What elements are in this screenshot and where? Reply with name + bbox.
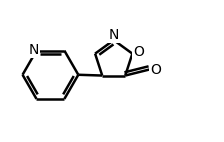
Text: O: O xyxy=(133,45,144,59)
Text: N: N xyxy=(109,28,119,42)
Text: N: N xyxy=(28,43,39,57)
Text: O: O xyxy=(150,62,161,77)
